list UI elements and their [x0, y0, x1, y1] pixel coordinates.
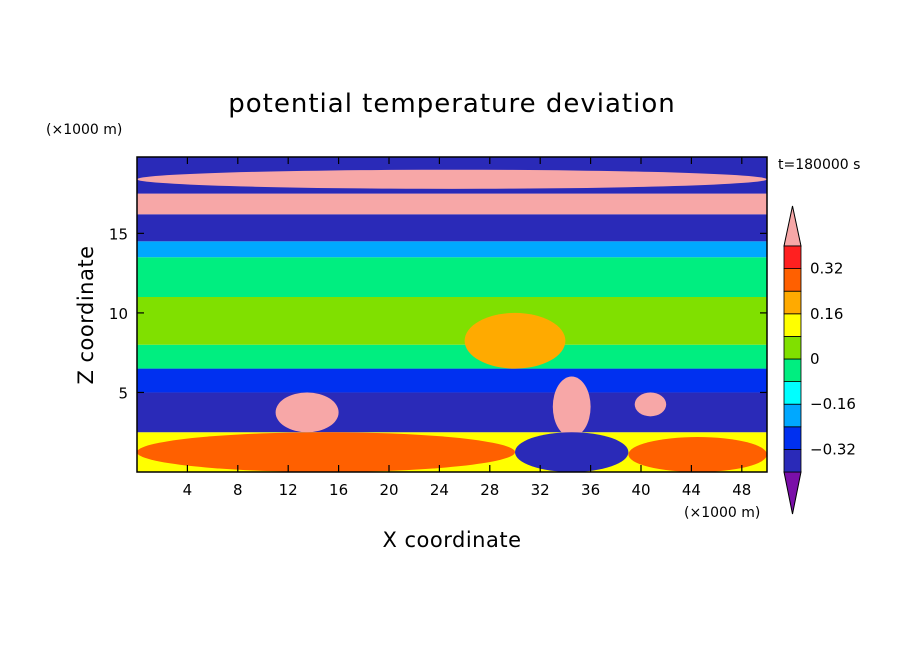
x-tick-label: 28	[480, 481, 499, 499]
field-band-2	[137, 368, 767, 393]
field-patch-3	[275, 392, 339, 433]
field-patch-0	[464, 312, 566, 369]
field-layers	[137, 157, 767, 472]
field-patch-2	[552, 376, 591, 437]
colorbar-swatch	[783, 426, 802, 450]
y-tick-label: 10	[109, 305, 128, 323]
x-ticks: 4 8 12 16 20 24 28 32 36 40 44 48	[183, 157, 751, 499]
colorbar-swatch	[783, 335, 802, 360]
colorbar-swatch	[783, 245, 802, 270]
field-band-6	[137, 241, 767, 258]
colorbar-swatch	[783, 381, 802, 405]
colorbar-label: 0.16	[810, 305, 843, 323]
colorbar-label: −0.32	[810, 440, 856, 458]
colorbar-extend-max	[783, 205, 802, 247]
x-tick-label: 8	[233, 481, 243, 499]
x-tick-label: 4	[183, 481, 193, 499]
colorbar-label: 0	[810, 350, 820, 368]
field-band-3	[137, 344, 767, 369]
field-band-4	[137, 297, 767, 345]
x-tick-label: 36	[581, 481, 600, 499]
colorbar-swatch	[783, 313, 802, 337]
plot-frame	[136, 156, 768, 473]
field-band-7	[137, 214, 767, 242]
colorbar-swatch	[783, 403, 802, 428]
x-tick-label: 48	[732, 481, 751, 499]
field-patch-1	[137, 169, 767, 189]
x-tick-label: 12	[279, 481, 298, 499]
colorbar: 0.32 0.16 0 −0.16 −0.32	[783, 205, 856, 515]
field-band-5	[137, 257, 767, 297]
y-tick-label: 5	[118, 384, 128, 402]
colorbar-swatch	[783, 290, 802, 315]
x-tick-label: 24	[430, 481, 449, 499]
y-unit-label: (×1000 m)	[46, 122, 122, 138]
colorbar-swatch	[783, 358, 802, 383]
y-axis-label: Z coordinate	[74, 245, 98, 384]
field-band-1	[137, 392, 767, 433]
x-tick-label: 32	[531, 481, 550, 499]
field-patch-4	[634, 392, 667, 417]
colorbar-swatch	[783, 448, 802, 473]
x-tick-label: 20	[379, 481, 398, 499]
colorbar-extend-min	[783, 471, 802, 515]
x-tick-label: 16	[329, 481, 348, 499]
field-patch-5	[137, 432, 515, 472]
field-patch-7	[515, 432, 629, 472]
x-axis-label: X coordinate	[382, 528, 521, 552]
y-tick-label: 15	[109, 225, 128, 243]
y-ticks: 5 10 15	[109, 225, 767, 402]
time-label: t=180000 s	[778, 157, 860, 173]
colorbar-label: −0.16	[810, 395, 856, 413]
field-patch-6	[628, 437, 767, 472]
x-tick-label: 44	[682, 481, 701, 499]
colorbar-label: 0.32	[810, 260, 843, 278]
chart-title: potential temperature deviation	[228, 89, 675, 119]
x-tick-label: 40	[631, 481, 650, 499]
field-band-8	[137, 193, 767, 215]
x-unit-label: (×1000 m)	[684, 505, 760, 521]
colorbar-swatch	[783, 268, 802, 292]
